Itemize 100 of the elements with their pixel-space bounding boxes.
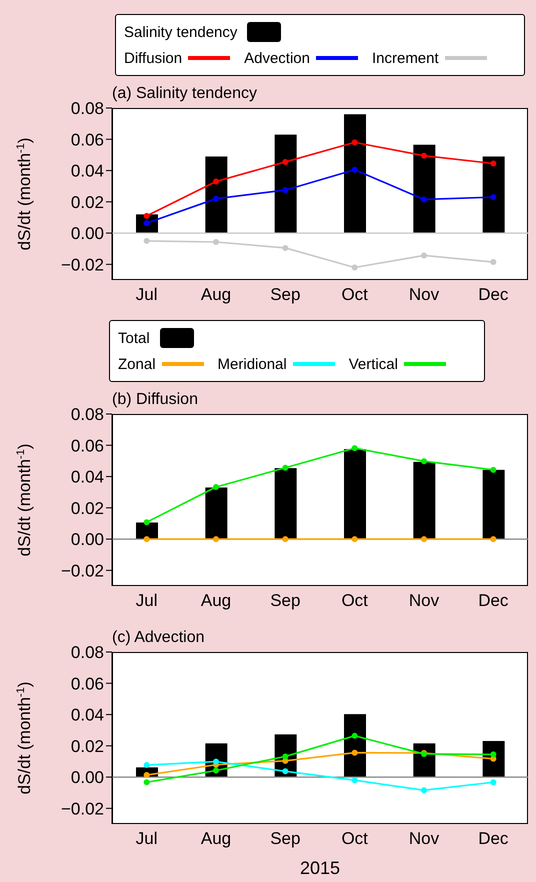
point <box>421 196 427 202</box>
x-tick-label: Nov <box>408 829 440 848</box>
point <box>490 751 496 758</box>
point <box>144 238 150 244</box>
point <box>144 519 150 526</box>
point <box>490 536 496 542</box>
y-tick-label: 0.06 <box>70 674 104 694</box>
point <box>144 536 150 542</box>
x-tick-label: Jul <box>136 285 158 304</box>
y-tick-label: 0.06 <box>70 436 104 456</box>
point <box>421 458 427 464</box>
x-tick-label: Jul <box>136 829 158 848</box>
y-tick-label: −0.02 <box>60 561 104 580</box>
y-tick-label: 0.00 <box>70 768 104 788</box>
point <box>490 466 496 473</box>
x-tick-label: Aug <box>200 285 232 304</box>
point <box>213 178 219 184</box>
point <box>352 732 358 739</box>
point <box>490 194 496 200</box>
x-tick-label: Aug <box>200 829 232 848</box>
bar <box>413 462 436 540</box>
bar <box>344 449 366 540</box>
legend-label: Increment <box>372 50 439 66</box>
legend-label: Diffusion <box>124 50 182 66</box>
bar <box>205 487 228 540</box>
y-tick-label: 0.02 <box>70 498 104 518</box>
point <box>213 536 219 542</box>
x-tick-label: Sep <box>270 829 300 848</box>
bar <box>344 114 366 234</box>
y-tick-label: 0.08 <box>70 405 104 424</box>
point <box>144 212 150 219</box>
y-tick-label: −0.02 <box>60 799 104 818</box>
bar <box>274 468 297 540</box>
y-tick-label: 0.02 <box>70 736 104 756</box>
legend-label: Salinity tendency <box>124 24 238 40</box>
x-tick-label: Jul <box>136 591 158 610</box>
chart-title: (c) Advection <box>112 628 206 648</box>
y-tick-label: 0.04 <box>70 706 104 725</box>
bar <box>482 470 505 540</box>
point <box>421 536 427 542</box>
point <box>282 753 288 760</box>
point <box>282 768 288 774</box>
x-tick-label: Sep <box>270 285 300 304</box>
point <box>352 264 358 270</box>
point <box>213 484 219 490</box>
legend-label: Zonal <box>118 356 156 372</box>
point <box>490 160 496 167</box>
y-tick-label: 0.04 <box>70 162 104 181</box>
bar <box>344 714 366 778</box>
point <box>213 758 219 765</box>
point <box>352 139 358 146</box>
point <box>352 536 358 542</box>
point <box>490 779 496 786</box>
y-tick-label: 0.08 <box>70 643 104 662</box>
x-tick-label: Nov <box>408 591 440 610</box>
chart-title: (a) Salinity tendency <box>112 84 258 104</box>
y-tick-label: 0.02 <box>70 192 104 212</box>
point <box>421 787 427 794</box>
bar <box>136 522 158 540</box>
chart-title: (b) Diffusion <box>112 390 199 410</box>
point <box>352 166 358 173</box>
bar <box>274 134 297 234</box>
legend-label: Total <box>118 330 150 346</box>
y-tick-label: 0.04 <box>70 468 104 487</box>
x-tick-label: Dec <box>478 829 509 848</box>
point <box>282 464 288 471</box>
x-tick-label: Oct <box>341 829 368 848</box>
x-tick-label: Dec <box>478 591 509 610</box>
point <box>144 762 150 768</box>
point <box>144 772 150 778</box>
x-tick-label: Dec <box>478 285 509 304</box>
y-tick-label: −0.02 <box>60 255 104 274</box>
x-tick-label: Nov <box>408 285 440 304</box>
point <box>213 768 219 774</box>
point <box>421 252 427 258</box>
point <box>282 244 288 251</box>
y-tick-label: 0.00 <box>70 530 104 550</box>
point <box>282 187 288 194</box>
point <box>352 445 358 452</box>
point <box>144 779 150 786</box>
point <box>282 158 288 165</box>
point <box>282 536 288 542</box>
legend-label: Meridional <box>218 356 287 372</box>
y-tick-label: 0.00 <box>70 224 104 244</box>
bar <box>482 156 505 234</box>
legend-label: Advection <box>244 50 310 66</box>
bar <box>205 156 228 234</box>
legend-label: Vertical <box>348 356 398 372</box>
point <box>490 259 496 266</box>
x-tick-label: Aug <box>200 591 232 610</box>
x-axis-title: 2015 <box>300 858 340 878</box>
x-tick-label: Oct <box>341 591 368 610</box>
point <box>421 152 427 159</box>
point <box>213 196 219 202</box>
bar <box>413 144 436 234</box>
x-tick-label: Sep <box>270 591 300 610</box>
point <box>352 777 358 784</box>
point <box>352 750 358 756</box>
x-tick-label: Oct <box>341 285 368 304</box>
point <box>213 239 219 246</box>
